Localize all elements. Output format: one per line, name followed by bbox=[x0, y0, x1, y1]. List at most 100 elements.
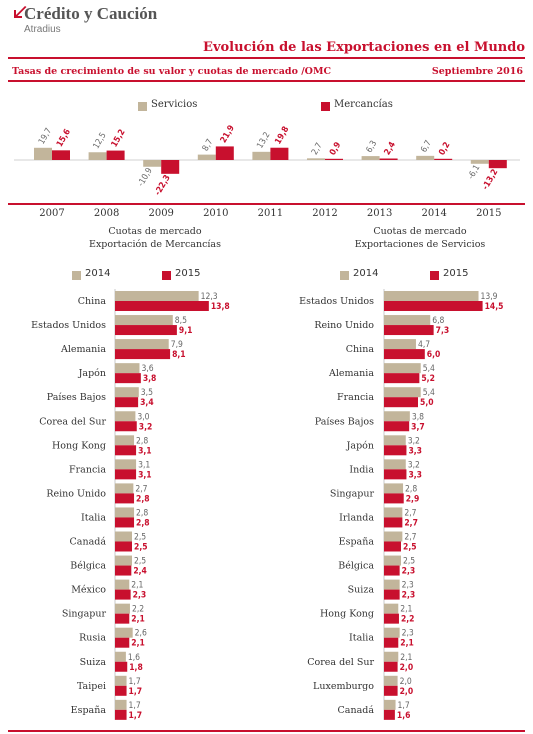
goods-value-label-2015: 2,3 bbox=[133, 591, 147, 601]
goods-bar-2015 bbox=[115, 709, 127, 720]
services-bar-2014 bbox=[384, 459, 406, 470]
goods-value-label-2015: 2,4 bbox=[133, 567, 147, 577]
services-bar-2015 bbox=[384, 493, 404, 504]
services-category-label: India bbox=[349, 464, 374, 475]
goods-bar-2015 bbox=[115, 541, 132, 552]
growth-chart-bottom-divider bbox=[8, 203, 525, 205]
growth-bar-mercancias-2008 bbox=[106, 150, 125, 160]
services-bar-2015 bbox=[384, 709, 395, 720]
services-category-label: España bbox=[339, 537, 375, 548]
goods-value-label-2015: 9,1 bbox=[179, 326, 193, 336]
growth-bar-mercancias-2014 bbox=[434, 158, 453, 160]
services-bar-2015 bbox=[384, 685, 398, 696]
services-bar-2014 bbox=[384, 699, 396, 710]
services-value-label-2015: 2,5 bbox=[403, 543, 417, 553]
services-value-label-2015: 7,3 bbox=[436, 326, 450, 336]
goods-value-label-2014: 2,5 bbox=[134, 533, 146, 543]
services-value-label-2015: 3,3 bbox=[408, 470, 422, 480]
goods-category-label: Francia bbox=[69, 464, 106, 475]
services-bar-2014 bbox=[384, 363, 421, 374]
goods-value-label-2015: 2,1 bbox=[131, 615, 145, 625]
goods-value-label-2014: 2,1 bbox=[131, 581, 143, 591]
services-value-label-2014: 2,5 bbox=[403, 557, 415, 567]
year-label-2015: 2015 bbox=[476, 208, 501, 219]
goods-bar-2014 bbox=[115, 507, 135, 518]
services-bar-2015 bbox=[384, 325, 434, 336]
goods-category-label: Hong Kong bbox=[52, 440, 106, 451]
services-bar-2014 bbox=[384, 675, 398, 686]
goods-value-label-2015: 2,8 bbox=[136, 494, 150, 504]
brand-name: Crédito y Caución bbox=[24, 4, 158, 23]
services-bar-2014 bbox=[384, 435, 406, 446]
growth-bar-mercancias-2015 bbox=[488, 160, 507, 169]
goods-value-label-2014: 2,8 bbox=[136, 508, 148, 518]
goods-bar-2015 bbox=[115, 397, 139, 408]
goods-value-label-2014: 7,9 bbox=[171, 340, 183, 350]
services-value-label-2015: 2,3 bbox=[402, 591, 416, 601]
growth-bar-servicios-2009 bbox=[143, 160, 162, 167]
services-bar-2014 bbox=[384, 627, 400, 638]
goods-value-label-2015: 3,1 bbox=[138, 446, 152, 456]
goods-value-label-2015: 8,1 bbox=[172, 350, 186, 360]
year-label-2010: 2010 bbox=[203, 208, 228, 219]
goods-chart-title-line2: Exportación de Mercancías bbox=[89, 239, 221, 250]
services-bar-2015 bbox=[384, 589, 400, 600]
goods-value-label-2015: 2,5 bbox=[134, 543, 148, 553]
report-date: Septiembre 2016 bbox=[431, 66, 523, 77]
goods-bar-2014 bbox=[115, 483, 134, 494]
goods-legend-swatch-2015 bbox=[162, 271, 171, 280]
services-chart-title-line2: Exportaciones de Servicios bbox=[354, 239, 486, 250]
goods-value-label-2015: 13,8 bbox=[211, 302, 230, 312]
page-subtitle: Tasas de crecimiento de su valor y cuota… bbox=[12, 66, 332, 77]
goods-value-label-2015: 1,7 bbox=[129, 711, 143, 721]
legend-swatch-servicios bbox=[138, 102, 147, 111]
goods-bar-2015 bbox=[115, 613, 130, 624]
growth-bar-mercancias-2010 bbox=[215, 146, 234, 160]
goods-bar-2014 bbox=[115, 603, 130, 614]
services-bar-2015 bbox=[384, 661, 398, 672]
services-value-label-2014: 3,2 bbox=[408, 460, 420, 470]
services-category-label: Bélgica bbox=[338, 561, 374, 572]
services-bar-2014 bbox=[384, 555, 401, 566]
goods-value-label-2015: 2,8 bbox=[136, 518, 150, 528]
goods-category-label: Estados Unidos bbox=[31, 320, 106, 331]
goods-category-label: México bbox=[71, 585, 106, 596]
year-label-2013: 2013 bbox=[367, 208, 392, 219]
goods-value-label-2014: 2,8 bbox=[136, 436, 148, 446]
goods-value-label-2014: 1,7 bbox=[129, 677, 141, 687]
page-title: Evolución de las Exportaciones en el Mun… bbox=[203, 40, 525, 55]
goods-category-label: Japón bbox=[78, 368, 106, 379]
services-bar-2015 bbox=[384, 541, 401, 552]
services-value-label-2014: 2,7 bbox=[404, 533, 416, 543]
goods-bar-2014 bbox=[115, 339, 169, 350]
services-bar-2015 bbox=[384, 565, 400, 576]
services-value-label-2015: 5,2 bbox=[421, 374, 435, 384]
goods-bar-2015 bbox=[115, 493, 135, 504]
goods-category-label: Reino Unido bbox=[46, 488, 106, 499]
logo-mark-icon bbox=[14, 6, 27, 18]
services-value-label-2015: 3,7 bbox=[411, 422, 425, 432]
services-category-label: Italia bbox=[349, 633, 374, 644]
services-value-label-2015: 2,1 bbox=[400, 639, 414, 649]
goods-value-label-2015: 1,7 bbox=[129, 687, 143, 697]
goods-legend-label-2014: 2014 bbox=[85, 268, 111, 279]
goods-bar-2014 bbox=[115, 459, 137, 470]
services-bar-2014 bbox=[384, 507, 403, 518]
services-bar-2014 bbox=[384, 411, 410, 422]
growth-bar-servicios-2010 bbox=[197, 154, 216, 160]
services-value-label-2014: 2,3 bbox=[402, 629, 414, 639]
year-label-2011: 2011 bbox=[258, 208, 283, 219]
goods-bar-2015 bbox=[115, 469, 137, 480]
goods-bar-2014 bbox=[115, 315, 173, 326]
growth-bar-mercancias-2011 bbox=[270, 147, 289, 160]
year-label-2009: 2009 bbox=[148, 208, 173, 219]
goods-legend-swatch-2014 bbox=[72, 271, 81, 280]
goods-category-label: Italia bbox=[81, 512, 106, 523]
legend-label-mercancias: Mercancías bbox=[334, 99, 393, 110]
services-bar-2014 bbox=[384, 339, 416, 350]
services-category-label: Hong Kong bbox=[320, 609, 374, 620]
services-value-label-2015: 5,0 bbox=[420, 398, 434, 408]
growth-bar-mercancias-2009 bbox=[161, 160, 180, 174]
services-chart-title-line1: Cuotas de mercado bbox=[373, 226, 467, 237]
goods-bar-2014 bbox=[115, 699, 127, 710]
